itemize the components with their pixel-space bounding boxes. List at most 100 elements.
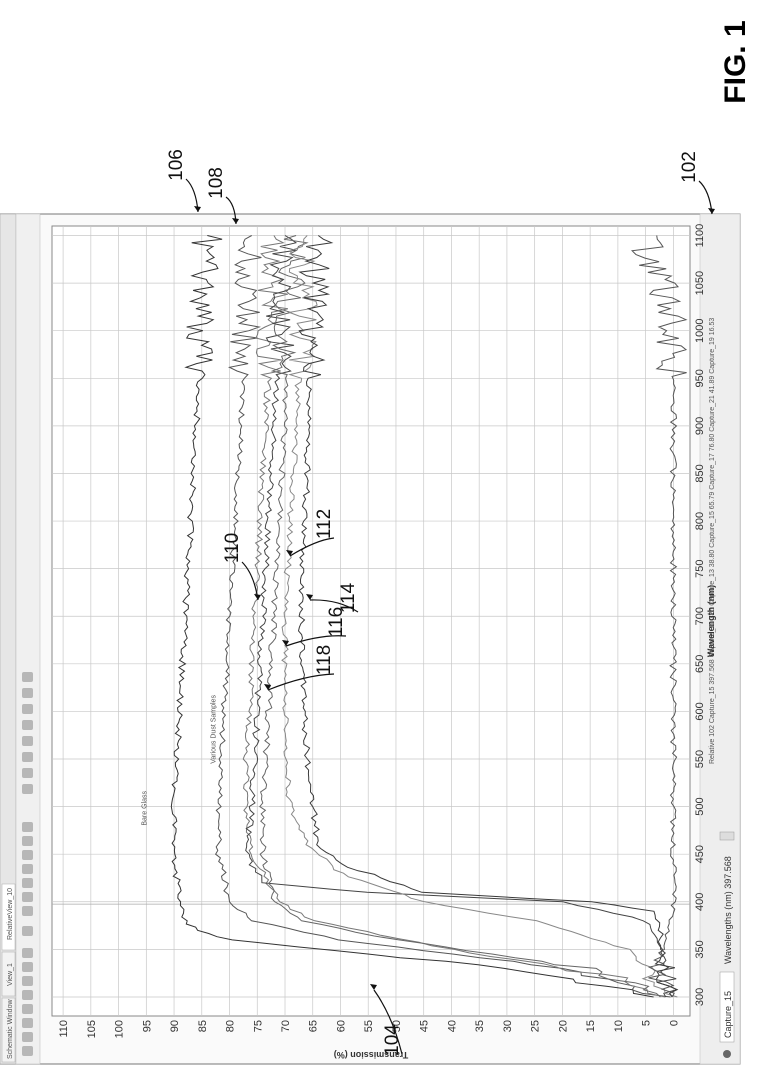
pan-icon[interactable] bbox=[22, 948, 33, 958]
save-icon[interactable] bbox=[22, 878, 33, 888]
y-tick-label: 105 bbox=[86, 1020, 98, 1038]
y-tick-label: 55 bbox=[363, 1020, 375, 1032]
curve-icon[interactable] bbox=[22, 704, 33, 714]
move-icon[interactable] bbox=[22, 1046, 33, 1056]
zoom-reset-icon[interactable] bbox=[22, 962, 33, 972]
y-tick-label: 40 bbox=[446, 1020, 458, 1032]
series-line-102 bbox=[631, 235, 688, 998]
x-axis-title: Wavelength (nm) bbox=[706, 585, 716, 657]
x-tick-label: 1000 bbox=[694, 318, 706, 342]
bars-icon[interactable] bbox=[22, 720, 33, 730]
y-tick-label: 0 bbox=[668, 1020, 680, 1026]
x-tick-label: 600 bbox=[694, 702, 706, 720]
y-tick-label: 25 bbox=[530, 1020, 542, 1032]
series-line-110 bbox=[242, 235, 666, 998]
ref-110: 110 bbox=[222, 533, 261, 601]
x-tick-label: 750 bbox=[694, 559, 706, 577]
ref-108: 108 bbox=[206, 167, 239, 225]
settings-icon[interactable] bbox=[22, 836, 33, 846]
y-tick-label: 110 bbox=[58, 1020, 70, 1038]
svg-text:104: 104 bbox=[382, 1024, 403, 1056]
copy-icon[interactable] bbox=[22, 906, 33, 916]
y-tick-label: 80 bbox=[225, 1020, 237, 1032]
annotation-dust-samples: Various Dust Samples bbox=[211, 695, 218, 764]
ref-112: 112 bbox=[286, 509, 335, 557]
cursor-icon[interactable] bbox=[22, 1018, 33, 1028]
x-tick-label: 950 bbox=[694, 369, 706, 387]
y-tick-label: 85 bbox=[197, 1020, 209, 1032]
zoom-in-icon[interactable] bbox=[22, 1004, 33, 1014]
status-area: Capture_15 Wavelengths (nm) 397.568 Rela… bbox=[699, 213, 741, 1065]
y-tick-label: 15 bbox=[585, 1020, 597, 1032]
series-line-112 bbox=[245, 235, 679, 998]
wavelength-readout: Wavelengths (nm) 397.568 bbox=[723, 856, 733, 964]
y-tick-label: 20 bbox=[557, 1020, 569, 1032]
zoom-out-icon[interactable] bbox=[22, 990, 33, 1000]
x-tick-label: 800 bbox=[694, 512, 706, 530]
image-icon[interactable] bbox=[22, 926, 33, 936]
y-tick-label: 30 bbox=[502, 1020, 514, 1032]
ref-114: 114 bbox=[306, 582, 359, 613]
y-tick-label: 60 bbox=[335, 1020, 347, 1032]
x-tick-label: 350 bbox=[694, 940, 706, 958]
tab-relative-view-label: RelativeView_10 bbox=[7, 888, 14, 940]
x-tick-label: 1050 bbox=[694, 271, 706, 295]
export-icon[interactable] bbox=[22, 850, 33, 860]
x-tick-label: 550 bbox=[694, 750, 706, 768]
print-icon[interactable] bbox=[22, 864, 33, 874]
plot-area: 3003504004505005506006507007508008509009… bbox=[51, 224, 716, 1060]
ref-102: 102 bbox=[679, 151, 715, 215]
y-tick-label: 100 bbox=[114, 1020, 126, 1038]
y-tick-label: 35 bbox=[474, 1020, 486, 1032]
svg-text:108: 108 bbox=[206, 167, 227, 199]
y-tick-label: 90 bbox=[169, 1020, 181, 1032]
figure-label: FIG. 1 bbox=[719, 20, 752, 103]
wrench-icon[interactable] bbox=[22, 784, 33, 794]
series-line-106 bbox=[170, 235, 654, 998]
tab-strip: Schematic Window View_1 RelativeView_10 bbox=[0, 213, 17, 1065]
x-tick-label: 500 bbox=[694, 797, 706, 815]
ref-104: 104 bbox=[370, 984, 403, 1056]
x-tick-label: 850 bbox=[694, 464, 706, 482]
tab-schematic-window[interactable] bbox=[1, 997, 16, 1063]
toolbar bbox=[15, 213, 41, 1065]
tab-relative-view[interactable] bbox=[1, 883, 16, 951]
series-line-108 bbox=[214, 235, 671, 998]
crosshair-icon[interactable] bbox=[22, 1032, 33, 1042]
y-tick-label: 45 bbox=[419, 1020, 431, 1032]
app-window: Schematic Window View_1 RelativeView_10 … bbox=[0, 213, 741, 1065]
x-tick-label: 700 bbox=[694, 607, 706, 625]
series-line-118 bbox=[297, 235, 679, 998]
readout-stepper[interactable] bbox=[719, 831, 735, 841]
y-tick-label: 95 bbox=[141, 1020, 153, 1032]
ref-106: 106 bbox=[166, 149, 201, 213]
grid bbox=[52, 226, 690, 1016]
y-axis-title: Transmission (%) bbox=[334, 1050, 409, 1060]
series-line-114 bbox=[259, 235, 661, 998]
table-icon[interactable] bbox=[22, 822, 33, 832]
paste-icon[interactable] bbox=[22, 892, 33, 902]
y-tick-label: 65 bbox=[308, 1020, 320, 1032]
capture-select-value: Capture_15 bbox=[723, 991, 733, 1038]
info-icon[interactable] bbox=[22, 672, 33, 682]
help-icon[interactable] bbox=[22, 688, 33, 698]
svg-text:114: 114 bbox=[338, 582, 359, 613]
series-line-116 bbox=[281, 235, 678, 998]
y-tick-label: 75 bbox=[252, 1020, 264, 1032]
settings-icon[interactable] bbox=[723, 1050, 731, 1058]
zoom-fit-icon[interactable] bbox=[22, 976, 33, 986]
x-tick-label: 300 bbox=[694, 988, 706, 1006]
chart-icon[interactable] bbox=[22, 768, 33, 778]
grid-icon[interactable] bbox=[22, 736, 33, 746]
svg-text:118: 118 bbox=[314, 645, 335, 675]
toolbar-icons bbox=[22, 672, 33, 1056]
annotation-bare-glass: Bare Glass bbox=[141, 791, 148, 826]
svg-text:102: 102 bbox=[679, 151, 700, 183]
marker-icon[interactable] bbox=[22, 752, 33, 762]
tab-view-1[interactable] bbox=[1, 951, 16, 997]
capture-select[interactable] bbox=[719, 971, 735, 1043]
x-tick-label: 650 bbox=[694, 655, 706, 673]
tab-view-1-label: View_1 bbox=[7, 963, 14, 986]
